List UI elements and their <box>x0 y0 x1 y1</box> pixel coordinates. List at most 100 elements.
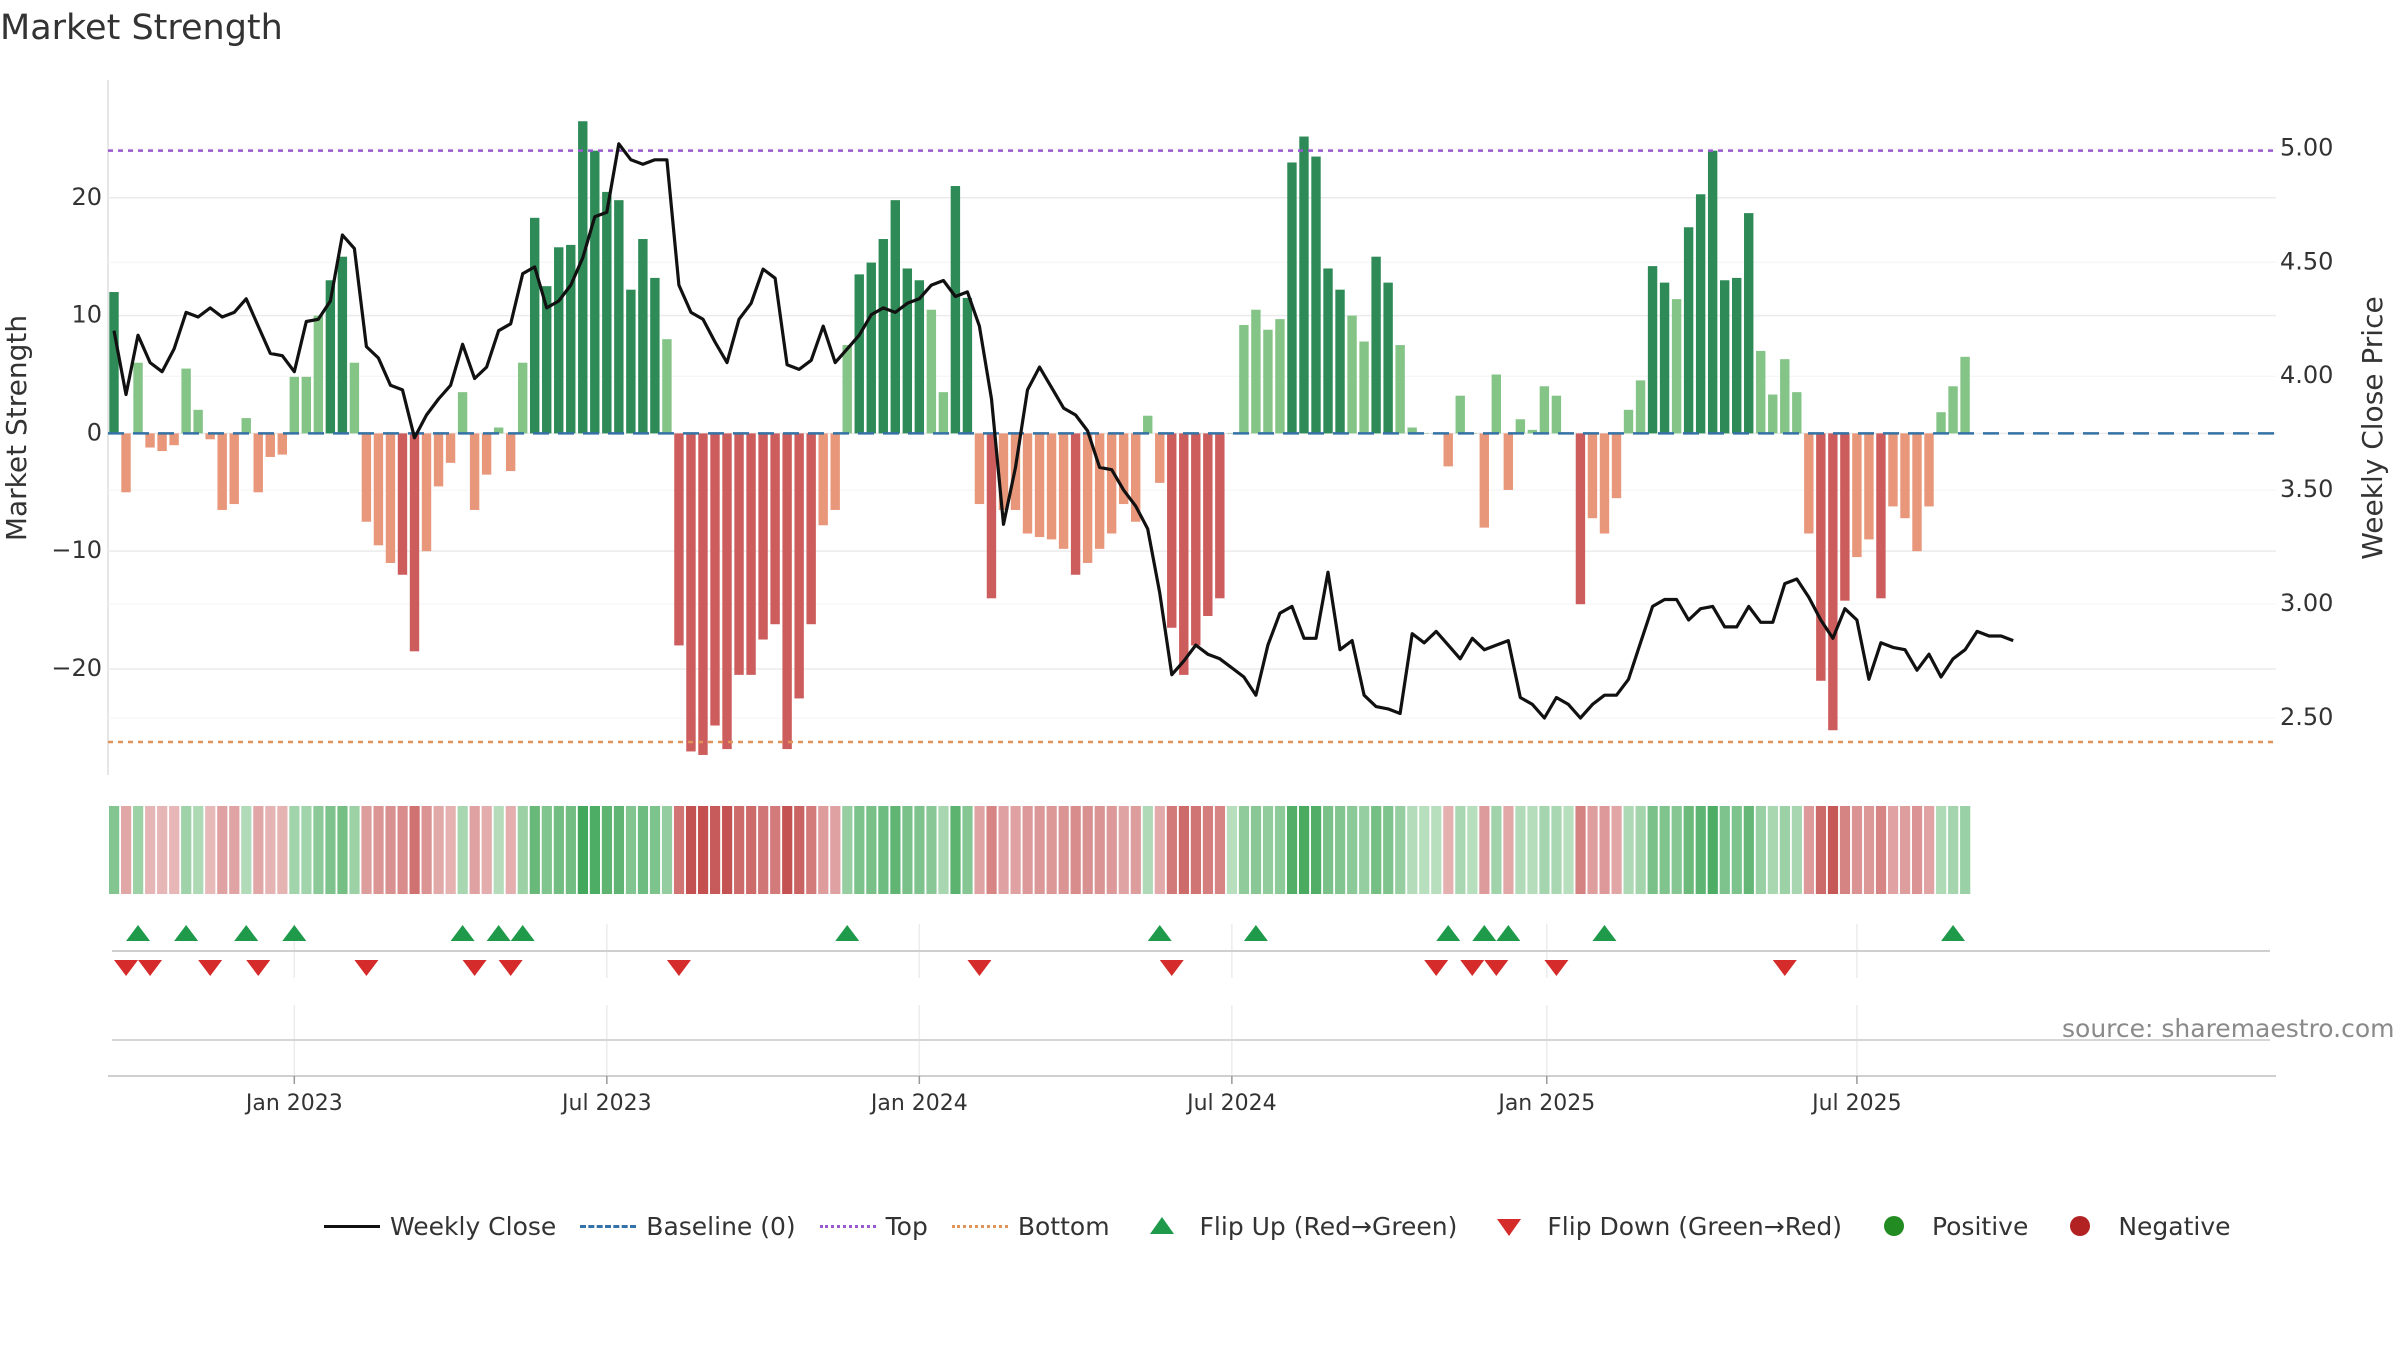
heat-cell <box>1515 806 1526 894</box>
legend-item-weekly-close[interactable]: Weekly Close <box>322 1211 556 1241</box>
baseline-dash-icon <box>578 1211 638 1241</box>
heat-cell <box>1142 806 1153 894</box>
strength-bar <box>1143 415 1153 434</box>
strength-bar <box>1816 433 1826 681</box>
strength-bar <box>373 433 384 546</box>
flip-down-marker <box>462 960 487 976</box>
strength-bar <box>542 286 552 434</box>
strength-bar <box>481 433 492 475</box>
strength-bar <box>1852 433 1862 558</box>
strength-bar <box>1227 433 1237 434</box>
strength-bar <box>289 376 299 434</box>
heat-cell <box>1311 806 1322 894</box>
strength-bar <box>205 433 215 440</box>
heat-cell <box>1286 806 1298 894</box>
strength-bar <box>1888 433 1898 507</box>
heat-cell <box>1166 806 1177 894</box>
heat-cell <box>782 806 793 894</box>
flip-up-marker <box>126 925 151 941</box>
strength-bar <box>517 362 528 434</box>
weekly-close-line <box>112 142 2014 720</box>
heat-cell <box>541 806 552 894</box>
heat-cell <box>1395 806 1406 894</box>
strength-bar <box>493 427 504 434</box>
strength-bar <box>397 433 408 575</box>
strength-bar <box>1780 359 1790 434</box>
heat-cell <box>1431 806 1442 894</box>
heat-cell <box>722 806 733 894</box>
legend-item-negative[interactable]: Negative <box>2050 1211 2231 1241</box>
heat-cell <box>313 806 324 894</box>
heat-cell <box>145 806 156 894</box>
strength-bar <box>902 268 913 434</box>
heat-cell <box>613 806 625 894</box>
heat-cell <box>385 806 396 894</box>
strength-bar <box>1587 433 1598 519</box>
strength-bar <box>914 280 925 434</box>
strength-bar <box>566 244 576 434</box>
flip-up-marker <box>510 925 535 941</box>
strength-bar <box>1768 394 1778 434</box>
heat-cell <box>866 806 877 894</box>
heat-cell <box>1912 806 1923 894</box>
legend-item-flip-down[interactable]: Flip Down (Green→Red) <box>1479 1211 1842 1241</box>
heat-cell <box>301 806 312 894</box>
bottom-dotted-line-icon <box>950 1211 1010 1241</box>
strength-bar <box>1094 433 1105 549</box>
heat-cell <box>517 806 528 894</box>
heat-cell <box>133 806 144 894</box>
strength-bar <box>1719 280 1730 434</box>
strength-bar <box>145 433 155 448</box>
strength-bar <box>1215 433 1225 599</box>
heat-cell <box>1647 806 1658 894</box>
heat-cell <box>878 806 889 894</box>
strength-bar <box>1251 309 1261 434</box>
strength-bar <box>1804 433 1814 534</box>
legend-item-top[interactable]: Top <box>818 1211 928 1241</box>
strength-bar <box>710 433 720 726</box>
flip-down-marker <box>1159 960 1184 976</box>
flip-down-marker <box>114 960 139 976</box>
heat-cell <box>1118 806 1129 894</box>
triangle-down-icon <box>1479 1211 1539 1241</box>
strength-bar <box>1455 395 1465 434</box>
heat-cell <box>758 806 769 894</box>
legend-item-baseline[interactable]: Baseline (0) <box>578 1211 796 1241</box>
legend-item-positive[interactable]: Positive <box>1864 1211 2028 1241</box>
heat-cell <box>121 806 132 894</box>
y-tick-label: 20 <box>71 183 102 211</box>
strength-bar <box>590 150 600 434</box>
heat-cell <box>289 806 300 894</box>
heat-cell <box>986 806 997 894</box>
heat-cell <box>169 806 180 894</box>
heat-cell <box>938 806 949 894</box>
heat-cell <box>1347 806 1358 894</box>
heat-cell <box>1298 806 1310 894</box>
y2-tick-label: 4.00 <box>2280 361 2333 389</box>
strength-bar <box>1864 433 1874 540</box>
strength-bar <box>866 262 876 434</box>
heat-cell <box>325 806 336 894</box>
heat-cell <box>1190 806 1201 894</box>
heat-cell <box>1323 806 1334 894</box>
legend-item-bottom[interactable]: Bottom <box>950 1211 1110 1241</box>
legend-item-flip-up[interactable]: Flip Up (Red→Green) <box>1132 1211 1457 1241</box>
heat-cell <box>1875 806 1887 894</box>
y-tick-label: 0 <box>87 418 102 446</box>
heat-cell <box>1695 806 1706 894</box>
strength-bar <box>890 200 900 434</box>
heat-cell <box>1863 806 1875 894</box>
strength-bar <box>722 433 732 750</box>
heat-cell <box>625 806 637 894</box>
legend-label: Baseline (0) <box>646 1211 796 1241</box>
strength-bar <box>806 433 816 625</box>
flip-up-marker <box>282 925 307 941</box>
strength-bar <box>1503 433 1514 490</box>
flip-up-marker <box>835 925 860 941</box>
strength-bar <box>1515 419 1526 434</box>
strength-bar <box>1371 256 1381 434</box>
heat-cell <box>1094 806 1105 894</box>
heat-cell <box>1924 806 1935 894</box>
strength-bar <box>530 217 540 434</box>
strength-bar <box>1407 427 1417 434</box>
